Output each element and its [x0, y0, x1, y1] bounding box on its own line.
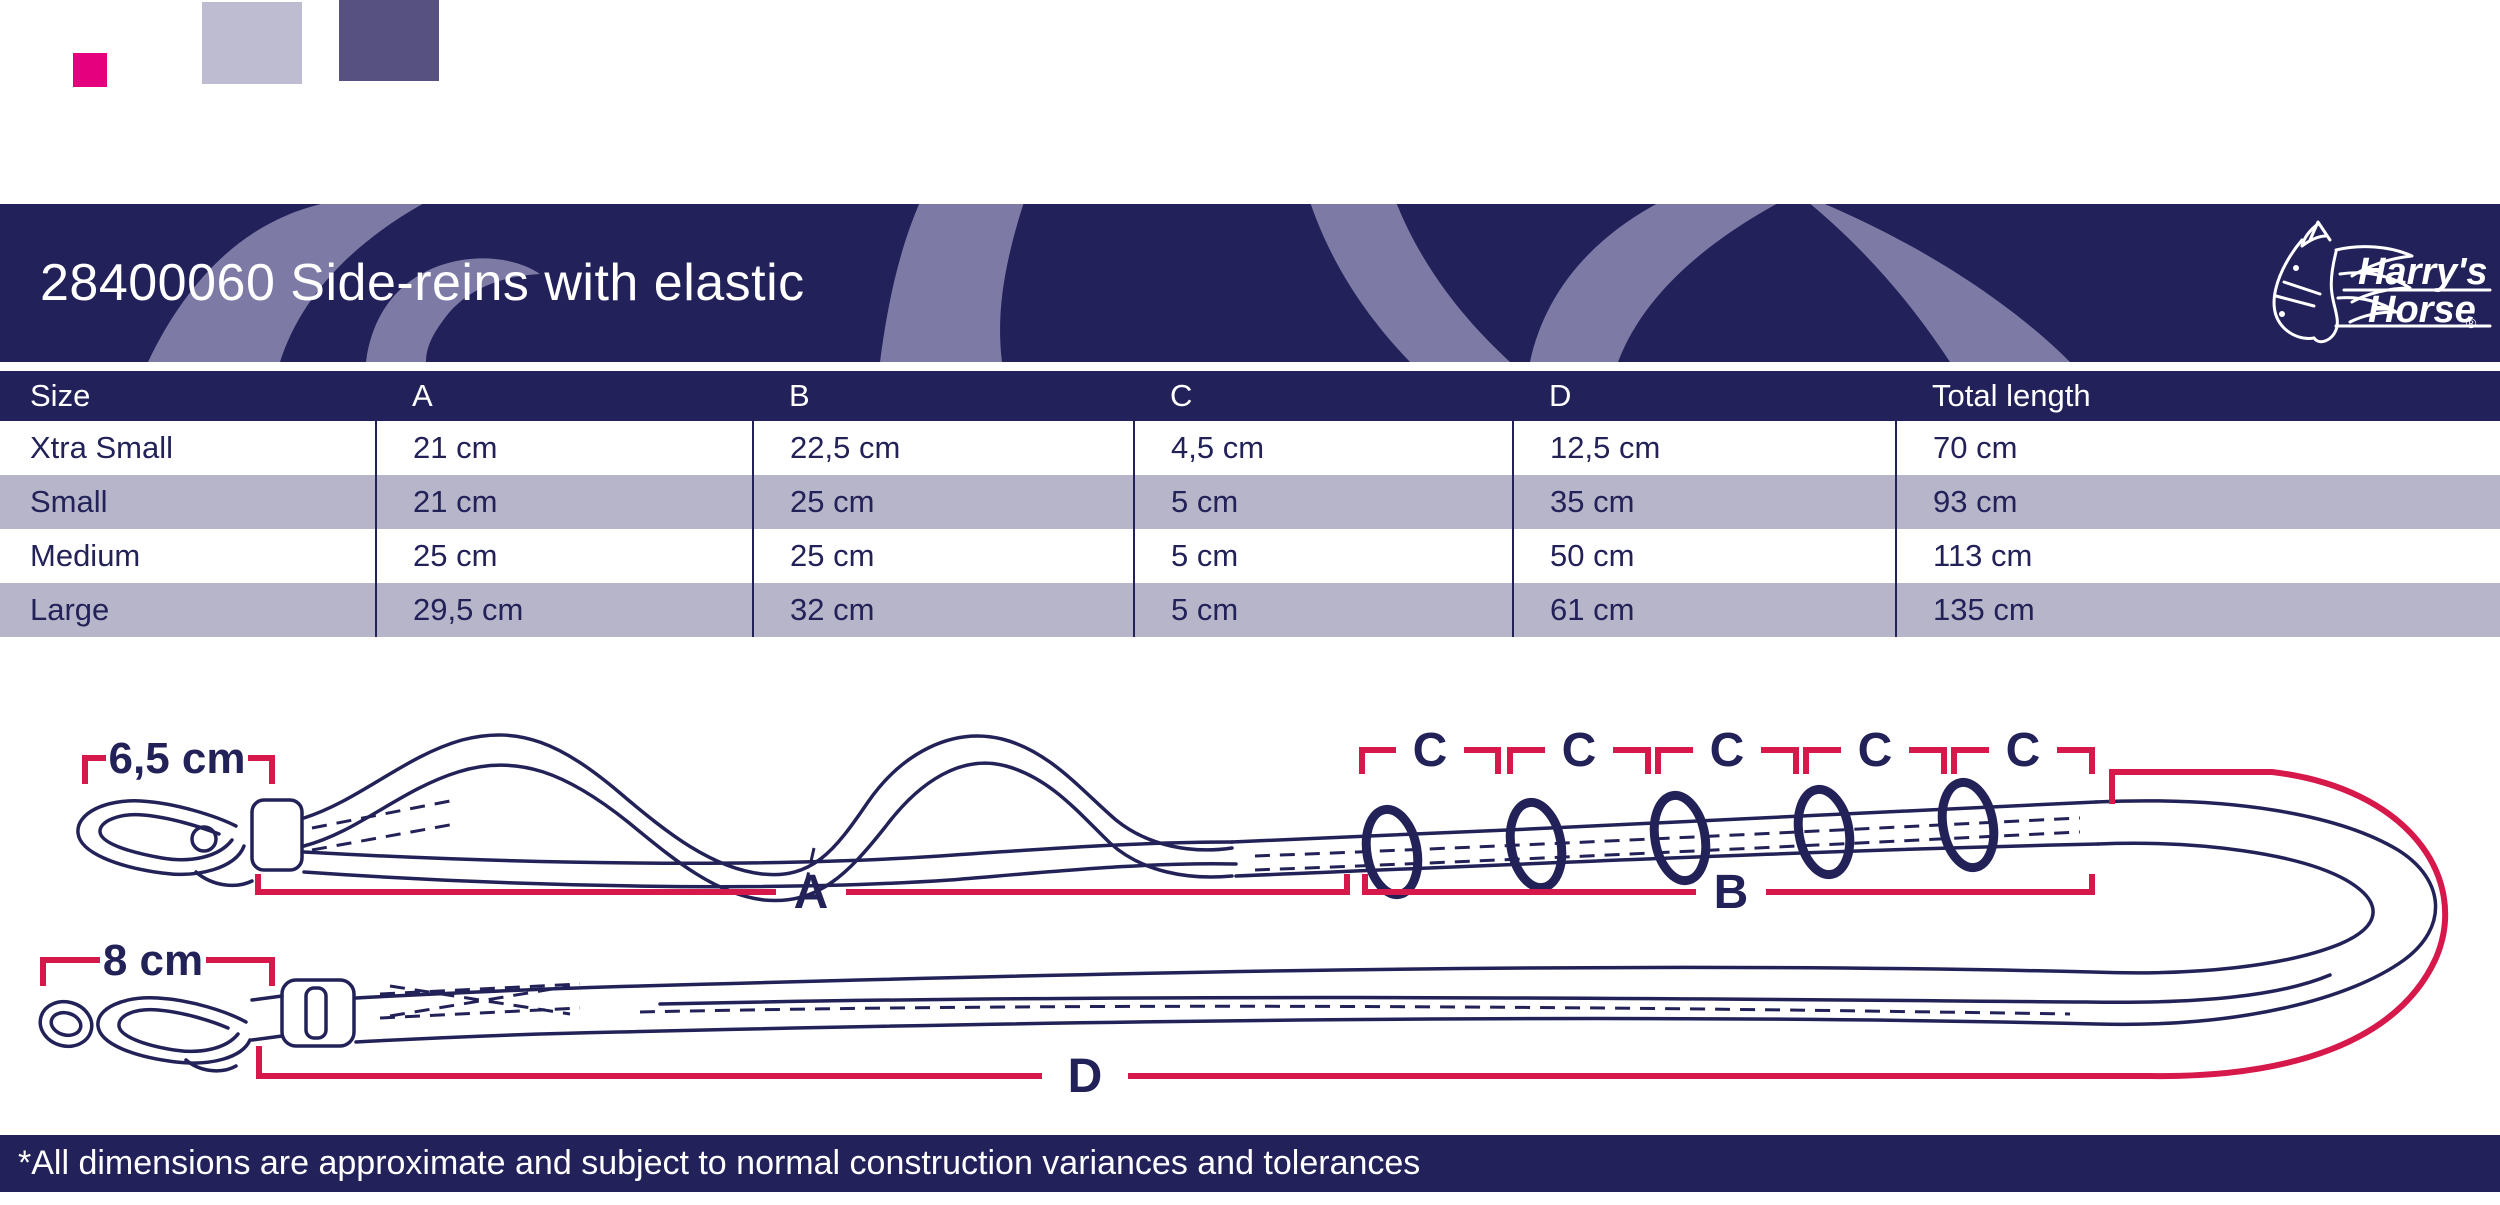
table-row-xtra-small: Xtra Small 21 cm 22,5 cm 4,5 cm 12,5 cm … — [0, 421, 2500, 475]
dim-label-c1: C — [1413, 724, 1448, 777]
table-cell: 21 cm — [375, 475, 753, 529]
table-cell: 50 cm — [1512, 529, 1896, 583]
page-title: 28400060 Side-reins with elastic — [40, 254, 805, 312]
table-cell: 22,5 cm — [752, 421, 1134, 475]
harrys-horse-logo: Harry's Horse ® — [2272, 220, 2492, 344]
table-cell: Medium — [30, 538, 141, 573]
dim-label-b: B — [1714, 866, 1749, 919]
dim-bracket-c4 — [1803, 747, 1841, 774]
dim-bracket-a — [255, 874, 776, 895]
column-header-d: D — [1513, 371, 1896, 421]
table-cell: Large — [30, 592, 110, 627]
column-header-size: Size — [0, 371, 376, 421]
table-cell: 5 cm — [1133, 475, 1513, 529]
swatch-dark-purple — [339, 0, 439, 81]
d-ring-icon — [1505, 797, 1567, 893]
table-cell: 32 cm — [752, 583, 1134, 637]
dim-label-a: A — [794, 866, 829, 919]
column-header-c: C — [1134, 371, 1513, 421]
table-row-medium: Medium 25 cm 25 cm 5 cm 50 cm 113 cm — [0, 529, 2500, 583]
table-cell: 21 cm — [375, 421, 753, 475]
table-cell: 70 cm — [1895, 421, 2500, 475]
d-ring-icon — [1793, 784, 1855, 880]
dimension-lines: 6,5 cm 8 cm A B C C C C C — [40, 724, 2449, 1103]
dim-bracket-top-clip — [82, 755, 106, 784]
table-cell: 135 cm — [1895, 583, 2500, 637]
swatch-pink — [73, 53, 107, 87]
footer-note-bar: *All dimensions are approximate and subj… — [0, 1135, 2500, 1192]
dim-bracket-c1 — [1359, 747, 1396, 774]
dim-bracket-c5 — [1951, 747, 1989, 774]
table-cell: 35 cm — [1512, 475, 1896, 529]
table-cell: 61 cm — [1512, 583, 1896, 637]
logo-registered-mark: ® — [2466, 315, 2477, 331]
dim-bracket-c2 — [1507, 747, 1545, 774]
column-header-b: B — [753, 371, 1134, 421]
table-cell: 25 cm — [375, 529, 753, 583]
dim-bracket-b — [1362, 874, 1696, 895]
table-cell: 4,5 cm — [1133, 421, 1513, 475]
dim-bracket-bottom-clip — [40, 957, 100, 986]
table-cell: 29,5 cm — [375, 583, 753, 637]
dim-label-bottom-clip: 8 cm — [103, 936, 203, 985]
dim-label-c3: C — [1710, 724, 1745, 777]
table-cell: 5 cm — [1133, 583, 1513, 637]
dim-label-top-clip: 6,5 cm — [109, 734, 246, 783]
side-rein-drawing — [38, 733, 2438, 1073]
table-cell: Small — [30, 484, 108, 519]
column-header-a: A — [376, 371, 753, 421]
logo-word-1: Harry's — [2358, 251, 2487, 293]
table-row-large: Large 29,5 cm 32 cm 5 cm 61 cm 135 cm — [0, 583, 2500, 637]
table-cell: 25 cm — [752, 475, 1134, 529]
table-cell: 12,5 cm — [1512, 421, 1896, 475]
dim-bracket-d — [256, 1046, 1042, 1079]
swatch-light-purple — [202, 2, 302, 84]
dim-label-c5: C — [2006, 724, 2041, 777]
table-cell: 25 cm — [752, 529, 1134, 583]
table-cell: Xtra Small — [30, 430, 173, 465]
table-row-small: Small 21 cm 25 cm 5 cm 35 cm 93 cm — [0, 475, 2500, 529]
horse-head-icon — [2272, 238, 2316, 340]
column-header-total: Total length — [1896, 371, 2500, 421]
dim-label-c2: C — [1562, 724, 1597, 777]
size-spec-table: Size A B C D Total length Xtra Small 21 … — [0, 371, 2500, 637]
table-cell: 5 cm — [1133, 529, 1513, 583]
dim-bracket-c3 — [1655, 747, 1693, 774]
footer-note-text: *All dimensions are approximate and subj… — [18, 1144, 1421, 1182]
table-cell: 113 cm — [1895, 529, 2500, 583]
d-ring-icon — [1649, 790, 1711, 886]
table-cell: 93 cm — [1895, 475, 2500, 529]
d-ring-icon — [1937, 777, 1999, 873]
table-header-row: Size A B C D Total length — [0, 371, 2500, 421]
logo-word-2: Horse — [2368, 289, 2476, 331]
product-banner: 28400060 Side-reins with elastic Harry's… — [0, 204, 2500, 362]
dim-label-d: D — [1068, 1050, 1103, 1103]
banner-watermark-graphic — [148, 204, 2070, 362]
dim-label-c4: C — [1858, 724, 1893, 777]
